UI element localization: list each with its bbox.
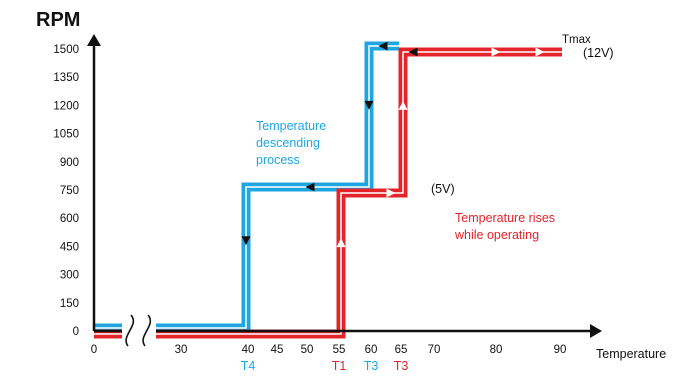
arrow-rising-up-2 — [398, 100, 408, 110]
arrow-descending-left-1 — [378, 41, 388, 51]
y-tick-label: 1050 — [53, 129, 79, 141]
arrow-rising-right-3 — [535, 47, 545, 57]
arrow-descending-down-1 — [364, 100, 374, 110]
arrow-rising-right-2 — [491, 47, 501, 57]
series-blue-group — [94, 41, 399, 333]
x-tick-label: 70 — [428, 344, 441, 356]
arrow-descending-left-2 — [408, 47, 418, 57]
annotation-descending-line: process — [256, 153, 300, 167]
y-axis-title: RPM — [36, 9, 80, 31]
y-axis-arrow-icon — [87, 34, 101, 46]
y-tick-label: 150 — [60, 298, 79, 310]
series-line-rising-highlight — [94, 51, 562, 335]
x-tick-label: 60 — [365, 344, 378, 356]
y-tick-label: 450 — [60, 241, 79, 253]
annotation-tmax: Tmax — [562, 34, 591, 46]
y-tick-label: 1350 — [53, 72, 79, 84]
x-tick-label: 80 — [490, 344, 503, 356]
annotation-descending-line: descending — [256, 136, 320, 150]
x-tick-label: 65 — [395, 344, 408, 356]
threshold-label: T3 — [394, 359, 409, 373]
y-tick-label: 300 — [60, 270, 79, 282]
x-tick-label: 30 — [175, 344, 188, 356]
y-tick-label: 1200 — [53, 100, 79, 112]
arrow-descending-down-2 — [241, 236, 251, 246]
axis-break-mark-1 — [125, 314, 135, 347]
annotation-rising-line: Temperature rises — [455, 211, 555, 225]
threshold-label: T3 — [364, 359, 379, 373]
series-line-descending-highlight — [94, 45, 399, 329]
threshold-label: T4 — [241, 359, 256, 373]
x-tick-label: 90 — [554, 344, 567, 356]
x-tick-label: 45 — [271, 344, 284, 356]
x-tick-label: 50 — [301, 344, 314, 356]
y-tick-label: 750 — [60, 185, 79, 197]
series-line-rising — [94, 47, 562, 339]
arrow-descending-left-3 — [305, 182, 315, 192]
y-tick-label: 0 — [73, 326, 79, 338]
threshold-label: T1 — [332, 359, 347, 373]
annotation-5v: (5V) — [431, 182, 455, 196]
arrow-rising-up-1 — [336, 238, 346, 248]
x-axis-arrow-icon — [590, 324, 602, 338]
x-tick-label: 40 — [242, 344, 255, 356]
axis-break-mark-2 — [142, 314, 152, 347]
arrow-rising-right-1 — [386, 188, 396, 198]
x-axis-title: Temperature — [596, 347, 666, 361]
annotation-rising-line: while operating — [454, 228, 539, 242]
annotation-12v: (12V) — [583, 46, 614, 60]
y-tick-label: 1500 — [53, 44, 79, 56]
annotation-descending-line: Temperature — [256, 119, 326, 133]
y-tick-label: 600 — [60, 213, 79, 225]
x-tick-label: 55 — [333, 344, 346, 356]
x-tick-label: 0 — [91, 344, 97, 356]
series-red-group — [94, 47, 562, 339]
y-tick-label: 900 — [60, 157, 79, 169]
